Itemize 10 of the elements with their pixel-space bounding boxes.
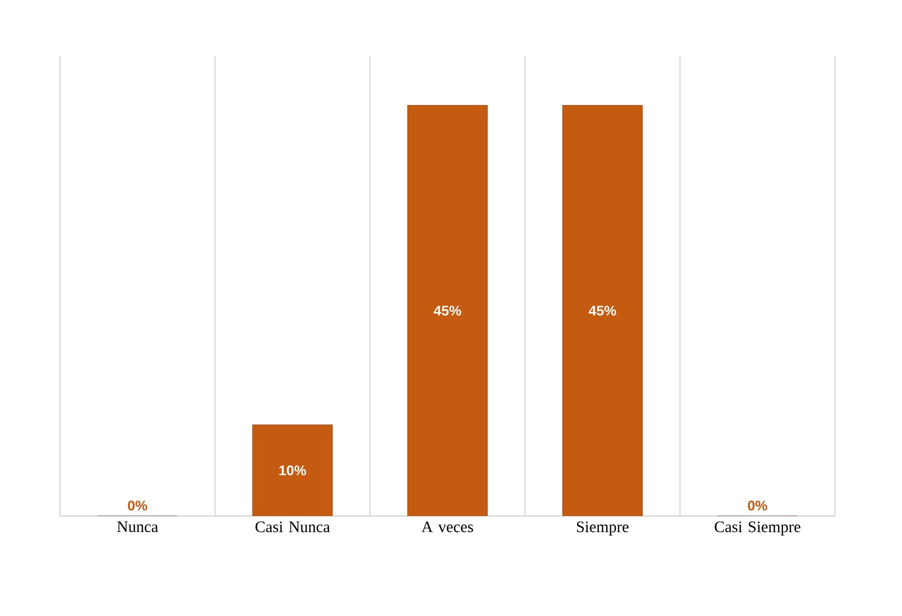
data-label: 0%	[128, 500, 148, 510]
x-tick-label: A veces	[422, 522, 474, 532]
data-label: 10%	[279, 465, 306, 476]
x-tick-label: Nunca	[117, 522, 158, 532]
data-label: 45%	[588, 306, 616, 316]
data-label: 0%	[748, 500, 768, 510]
x-tick-label: Siempre	[577, 522, 629, 536]
x-tick-label: Casi Nunca	[256, 522, 330, 532]
data-label: 45%	[434, 306, 462, 316]
x-tick-label: Casi Siempre	[714, 522, 800, 536]
